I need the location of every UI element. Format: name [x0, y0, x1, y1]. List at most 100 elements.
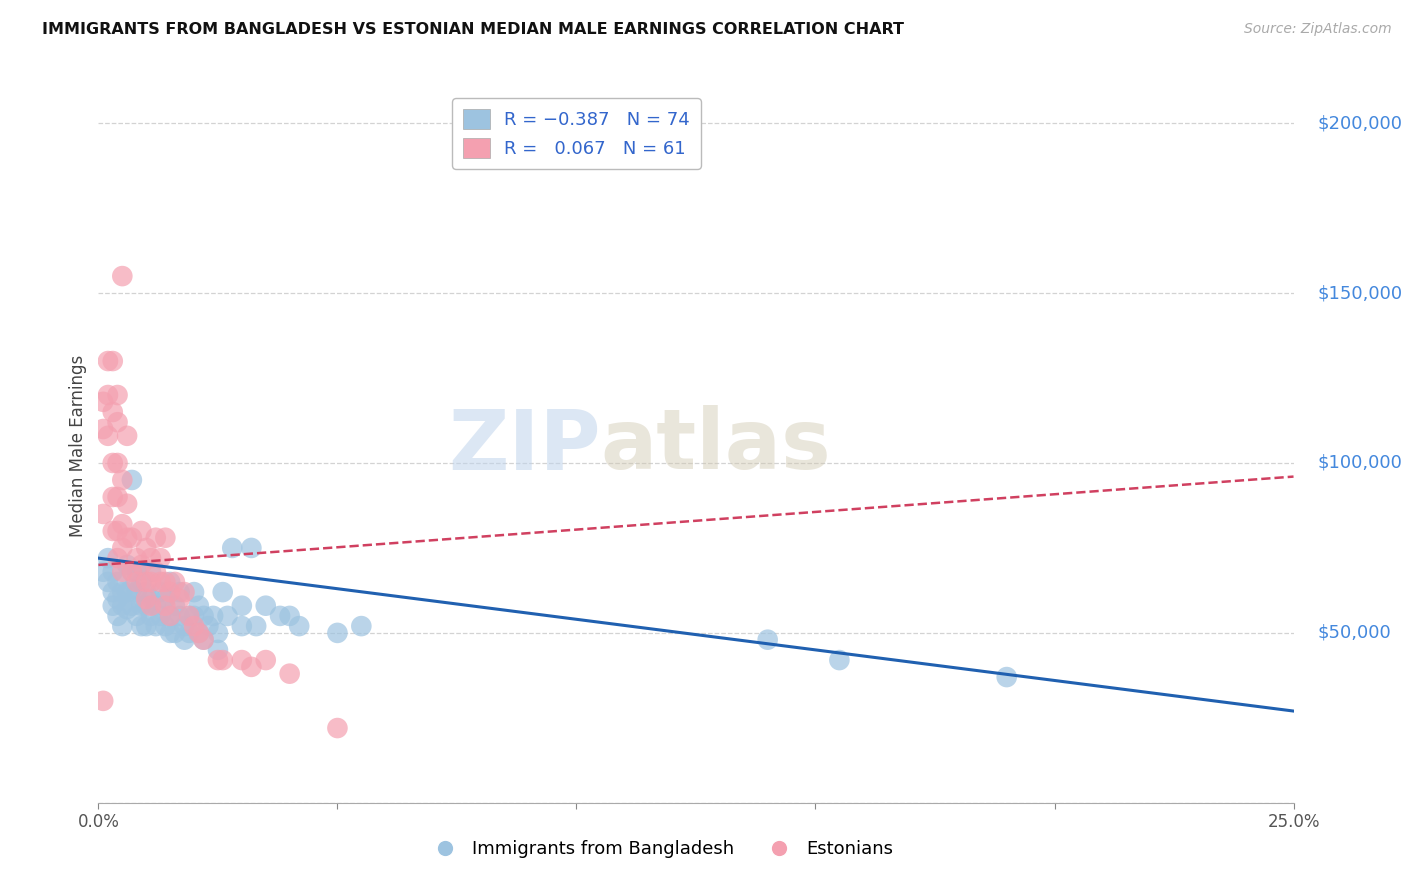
Point — [149, 608, 172, 623]
Point — [135, 591, 157, 606]
Text: Source: ZipAtlas.com: Source: ZipAtlas.com — [1244, 22, 1392, 37]
Point — [155, 531, 177, 545]
Point — [240, 660, 263, 674]
Point — [756, 632, 779, 647]
Point — [97, 551, 120, 566]
Y-axis label: Median Male Earnings: Median Male Earnings — [69, 355, 87, 537]
Point — [217, 608, 239, 623]
Point — [149, 551, 172, 566]
Point — [995, 670, 1018, 684]
Point — [173, 585, 195, 599]
Point — [135, 585, 157, 599]
Point — [111, 473, 134, 487]
Point — [221, 541, 243, 555]
Point — [91, 565, 114, 579]
Point — [145, 565, 167, 579]
Point — [326, 626, 349, 640]
Point — [107, 574, 129, 589]
Point — [187, 626, 209, 640]
Point — [101, 565, 124, 579]
Point — [111, 585, 134, 599]
Point — [107, 524, 129, 538]
Point — [169, 585, 191, 599]
Point — [245, 619, 267, 633]
Point — [163, 574, 186, 589]
Text: atlas: atlas — [600, 406, 831, 486]
Point — [173, 619, 195, 633]
Point — [179, 608, 201, 623]
Point — [159, 608, 181, 623]
Point — [155, 599, 177, 613]
Point — [115, 429, 138, 443]
Point — [149, 585, 172, 599]
Point — [111, 599, 134, 613]
Point — [91, 507, 114, 521]
Point — [101, 456, 124, 470]
Point — [107, 456, 129, 470]
Point — [269, 608, 291, 623]
Point — [202, 608, 225, 623]
Point — [183, 585, 205, 599]
Point — [97, 574, 120, 589]
Point — [135, 574, 157, 589]
Point — [183, 608, 205, 623]
Point — [187, 599, 209, 613]
Point — [193, 632, 215, 647]
Point — [121, 531, 143, 545]
Point — [193, 632, 215, 647]
Text: $50,000: $50,000 — [1317, 624, 1391, 642]
Point — [207, 626, 229, 640]
Point — [173, 632, 195, 647]
Point — [125, 551, 148, 566]
Point — [163, 599, 186, 613]
Point — [159, 574, 181, 589]
Text: $200,000: $200,000 — [1317, 114, 1402, 132]
Point — [278, 666, 301, 681]
Point — [121, 565, 143, 579]
Point — [131, 599, 153, 613]
Point — [145, 599, 167, 613]
Point — [107, 388, 129, 402]
Point — [159, 608, 181, 623]
Point — [155, 619, 177, 633]
Point — [91, 694, 114, 708]
Point — [163, 626, 186, 640]
Point — [91, 422, 114, 436]
Point — [131, 524, 153, 538]
Point — [159, 585, 181, 599]
Point — [139, 574, 162, 589]
Point — [139, 599, 162, 613]
Point — [139, 591, 162, 606]
Text: ZIP: ZIP — [449, 406, 600, 486]
Point — [107, 551, 129, 566]
Point — [288, 619, 311, 633]
Point — [91, 394, 114, 409]
Point — [187, 626, 209, 640]
Point — [115, 602, 138, 616]
Point — [131, 619, 153, 633]
Point — [193, 608, 215, 623]
Point — [139, 551, 162, 566]
Point — [197, 619, 219, 633]
Point — [231, 599, 253, 613]
Point — [107, 591, 129, 606]
Point — [231, 619, 253, 633]
Point — [125, 565, 148, 579]
Point — [131, 574, 153, 589]
Point — [107, 415, 129, 429]
Point — [101, 524, 124, 538]
Point — [111, 269, 134, 284]
Point — [278, 608, 301, 623]
Point — [111, 565, 134, 579]
Point — [149, 574, 172, 589]
Point — [121, 473, 143, 487]
Point — [139, 608, 162, 623]
Text: $100,000: $100,000 — [1317, 454, 1402, 472]
Point — [115, 497, 138, 511]
Point — [135, 599, 157, 613]
Point — [183, 619, 205, 633]
Legend: Immigrants from Bangladesh, Estonians: Immigrants from Bangladesh, Estonians — [419, 833, 901, 865]
Point — [207, 653, 229, 667]
Point — [135, 619, 157, 633]
Point — [254, 599, 277, 613]
